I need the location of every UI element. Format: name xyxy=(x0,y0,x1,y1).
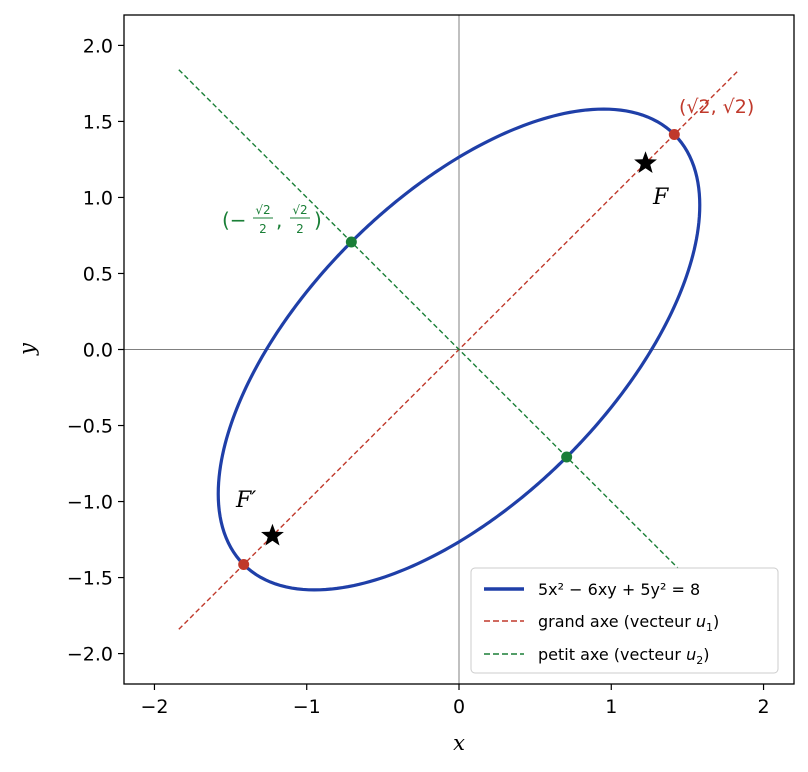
minor-vertex-annotation: (− √2 2 , √2 2 ) xyxy=(222,203,322,236)
svg-text:,: , xyxy=(276,208,282,232)
focus-f-prime-label: F′ xyxy=(235,488,256,513)
y-tick-label: 1.0 xyxy=(83,187,113,209)
y-axis-title: y xyxy=(15,342,39,356)
legend: 5x² − 6xy + 5y² = 8 grand axe (vecteur u… xyxy=(470,567,779,674)
focus-star-1 xyxy=(634,151,657,173)
minor-axis-line xyxy=(178,69,679,569)
y-tick-label: 0.0 xyxy=(83,340,113,362)
minor-annot-den-2: 2 xyxy=(296,222,304,236)
minor-annot-den-1: 2 xyxy=(259,222,267,236)
x-tick-label: −2 xyxy=(140,696,168,718)
legend-box xyxy=(470,567,779,674)
y-tick-label: −2.0 xyxy=(67,644,113,666)
legend-major-label: grand axe (vecteur u1) xyxy=(538,612,719,634)
x-tick-label: 1 xyxy=(605,696,617,718)
focus-f-label: F xyxy=(652,185,669,210)
x-tick-label: −1 xyxy=(293,696,321,718)
major-vertex-point-1 xyxy=(668,129,680,141)
x-axis-title: x xyxy=(453,731,465,755)
x-tick-label: 2 xyxy=(757,696,769,718)
major-vertex-point-2 xyxy=(238,558,250,570)
legend-minor-label: petit axe (vecteur u2) xyxy=(538,645,709,667)
y-tick-label: −1.0 xyxy=(67,492,113,514)
minor-vertex-point-2 xyxy=(561,451,573,463)
y-tick-label: −0.5 xyxy=(67,416,113,438)
minor-annot-num-1: √2 xyxy=(255,203,270,217)
legend-ellipse-label: 5x² − 6xy + 5y² = 8 xyxy=(538,580,700,599)
y-tick-label: −1.5 xyxy=(67,568,113,590)
y-tick-label: 0.5 xyxy=(83,263,113,285)
svg-text:(−: (− xyxy=(222,208,247,232)
svg-text:): ) xyxy=(314,208,322,232)
ellipse-curve xyxy=(216,107,702,592)
y-tick-label: 1.5 xyxy=(83,111,113,133)
focus-star-2 xyxy=(261,523,284,546)
minor-annot-num-2: √2 xyxy=(292,203,307,217)
y-tick-label: 2.0 xyxy=(83,35,113,57)
x-tick-label: 0 xyxy=(453,696,465,718)
major-vertex-annotation: (√2, √2) xyxy=(679,96,754,118)
minor-vertex-point-1 xyxy=(345,236,357,248)
